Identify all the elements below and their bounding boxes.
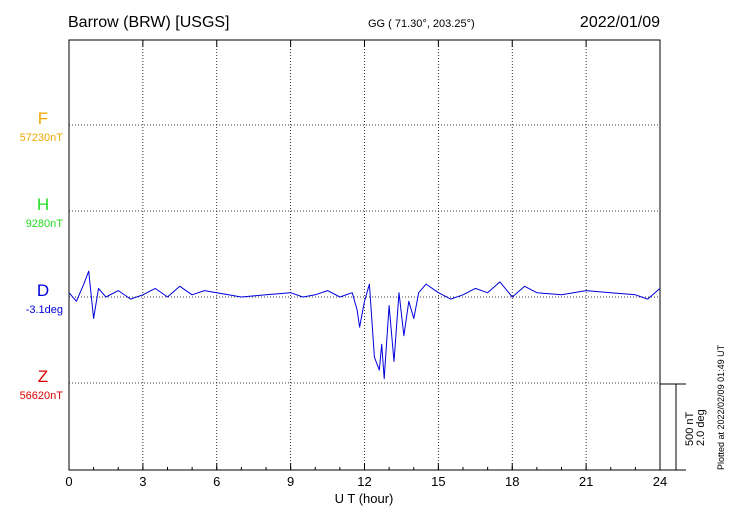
component-baseline-d: -3.1deg	[26, 304, 63, 316]
x-tick-label: 18	[505, 474, 519, 489]
component-name-h: H	[37, 195, 49, 214]
x-axis-label: U T (hour)	[335, 491, 394, 506]
x-tick-label: 12	[357, 474, 371, 489]
component-name-d: D	[37, 281, 49, 300]
scale-bar: 500 nT 2.0 deg	[660, 383, 707, 471]
x-tick-label: 9	[287, 474, 294, 489]
component-baseline-f: 57230nT	[20, 132, 64, 144]
trace-d	[68, 270, 661, 380]
x-tick-label: 6	[213, 474, 220, 489]
x-ticks	[68, 40, 661, 470]
coordinates-label: GG ( 71.30°, 203.25°)	[368, 18, 475, 30]
scale-bar-deg-label: 2.0 deg	[695, 409, 707, 446]
x-grid	[142, 40, 587, 470]
component-name-z: Z	[38, 367, 48, 386]
x-tick-label: 21	[579, 474, 593, 489]
component-labels: F 57230nT H 9280nT D -3.1deg Z 56620nT	[20, 109, 64, 402]
x-tick-label: 24	[653, 474, 667, 489]
x-tick-label: 15	[431, 474, 445, 489]
component-baseline-h: 9280nT	[26, 218, 64, 230]
scale-bar-nt-label: 500 nT	[684, 411, 696, 446]
x-tick-label: 3	[139, 474, 146, 489]
x-tick-labels: 0 3 6 9 12 15 18 21 24	[65, 474, 667, 489]
plotted-timestamp: Plotted at 2022/02/09 01:49 UT	[716, 344, 726, 470]
baselines	[69, 124, 660, 384]
component-baseline-z: 56620nT	[20, 390, 64, 402]
component-name-f: F	[38, 109, 48, 128]
date-label: 2022/01/09	[580, 14, 660, 31]
plot-frame	[68, 39, 661, 471]
x-tick-label: 0	[65, 474, 72, 489]
traces	[68, 270, 661, 380]
station-title: Barrow (BRW) [USGS]	[68, 14, 230, 31]
